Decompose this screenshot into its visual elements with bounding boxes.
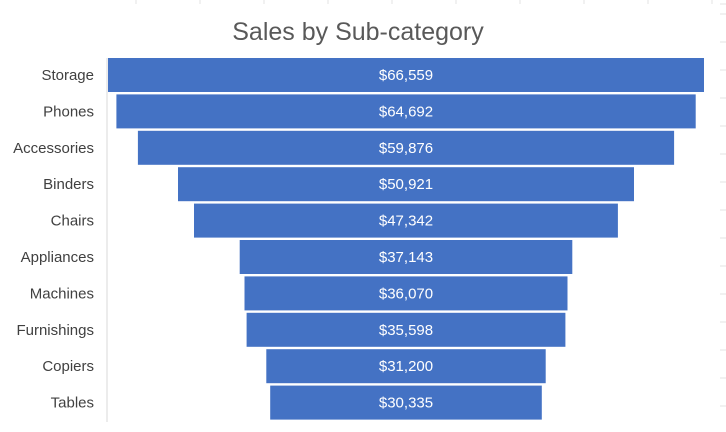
funnel-bar[interactable] bbox=[246, 312, 566, 347]
category-label: Storage bbox=[41, 67, 94, 84]
funnel-bar[interactable] bbox=[266, 349, 546, 384]
bar-value-label: $64,692 bbox=[379, 103, 433, 120]
funnel-bar[interactable] bbox=[239, 240, 573, 274]
funnel-bar[interactable] bbox=[244, 276, 568, 311]
bar-value-label: $31,200 bbox=[379, 358, 433, 375]
bar-value-label: $59,876 bbox=[379, 140, 433, 157]
bars-layer bbox=[108, 58, 704, 420]
category-label: Chairs bbox=[51, 213, 94, 230]
chart-title: Sales by Sub-category bbox=[232, 18, 484, 46]
value-labels-layer: $66,559 $64,692 $59,876 $50,921 $47,342 $37,1… bbox=[379, 67, 433, 412]
category-label: Phones bbox=[43, 103, 94, 120]
funnel-bar[interactable] bbox=[116, 94, 696, 129]
funnel-bar[interactable] bbox=[108, 58, 704, 92]
funnel-bar[interactable] bbox=[178, 167, 634, 202]
category-label: Appliances bbox=[21, 249, 94, 266]
funnel-bar[interactable] bbox=[194, 203, 618, 238]
category-label: Tables bbox=[51, 395, 94, 412]
funnel-bar[interactable] bbox=[137, 130, 675, 165]
category-label: Machines bbox=[30, 285, 94, 302]
bar-value-label: $35,598 bbox=[379, 322, 433, 339]
bar-value-label: $47,342 bbox=[379, 213, 433, 230]
bar-value-label: $30,335 bbox=[379, 395, 433, 412]
bar-value-label: $66,559 bbox=[379, 67, 433, 84]
category-label: Accessories bbox=[13, 140, 94, 157]
bar-value-label: $36,070 bbox=[379, 285, 433, 302]
bar-value-label: $50,921 bbox=[379, 176, 433, 193]
bar-value-label: $37,143 bbox=[379, 249, 433, 266]
category-label: Binders bbox=[43, 176, 94, 193]
category-labels-layer: Storage Phones Accessories Binders Chairs App… bbox=[13, 67, 94, 412]
funnel-bar[interactable] bbox=[270, 385, 542, 420]
category-label: Copiers bbox=[42, 358, 94, 375]
category-label: Furnishings bbox=[16, 322, 94, 339]
